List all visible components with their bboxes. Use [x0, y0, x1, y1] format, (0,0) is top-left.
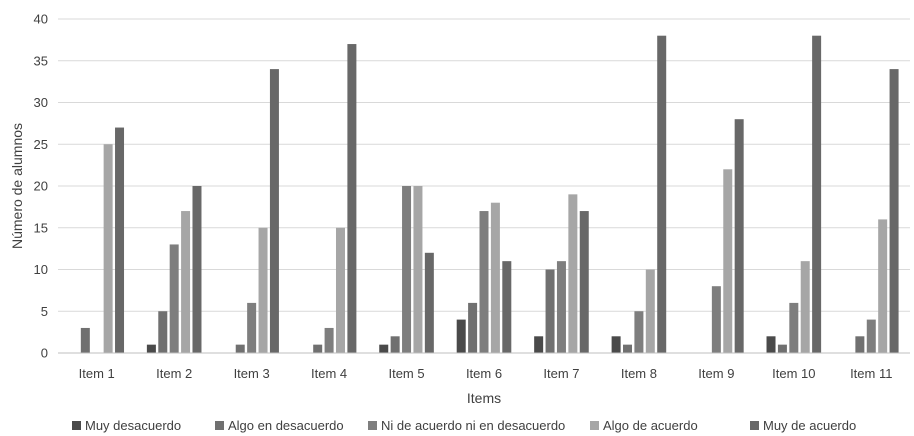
x-tick-label: Item 2	[156, 366, 192, 381]
bar	[645, 269, 655, 353]
bar	[379, 344, 389, 353]
bar	[534, 336, 544, 353]
bar	[611, 336, 621, 353]
bar	[424, 252, 434, 353]
bar	[657, 35, 667, 353]
bar	[313, 344, 323, 353]
bar	[800, 261, 810, 353]
legend-label: Algo en desacuerdo	[228, 418, 344, 433]
y-tick-label: 35	[34, 53, 48, 68]
bar	[878, 219, 888, 353]
legend: Muy desacuerdo Algo en desacuerdo Ni de ac…	[72, 418, 856, 433]
bar	[324, 327, 334, 353]
x-axis-ticks: Item 1 Item 2 Item 3 Item 4 Item 5 Item 6 Item…	[79, 366, 893, 381]
bar	[235, 344, 245, 353]
bar	[247, 302, 257, 353]
x-tick-label: Item 3	[234, 366, 270, 381]
bar	[634, 311, 644, 353]
y-tick-label: 30	[34, 95, 48, 110]
bar	[258, 227, 268, 353]
x-tick-label: Item 5	[388, 366, 424, 381]
y-tick-label: 15	[34, 220, 48, 235]
bar	[335, 227, 345, 353]
bar	[80, 327, 90, 353]
legend-label: Muy desacuerdo	[85, 418, 181, 433]
y-tick-label: 0	[41, 346, 48, 361]
y-tick-label: 40	[34, 12, 48, 27]
bar	[146, 344, 156, 353]
bar	[158, 311, 168, 353]
bar	[115, 127, 125, 353]
bar	[181, 211, 191, 353]
bar	[103, 144, 113, 353]
legend-label: Algo de acuerdo	[603, 418, 698, 433]
x-tick-label: Item 10	[772, 366, 815, 381]
legend-swatch	[368, 421, 377, 430]
x-tick-label: Item 4	[311, 366, 347, 381]
bar	[169, 244, 179, 353]
bar	[479, 211, 489, 353]
bar	[502, 261, 512, 353]
x-tick-label: Item 7	[543, 366, 579, 381]
bar	[789, 302, 799, 353]
bar	[889, 69, 899, 353]
bar	[192, 186, 202, 353]
y-tick-label: 10	[34, 262, 48, 277]
bar	[568, 194, 578, 353]
bar	[413, 186, 423, 353]
legend-swatch	[590, 421, 599, 430]
bar	[766, 336, 776, 353]
legend-swatch	[215, 421, 224, 430]
y-tick-label: 20	[34, 179, 48, 194]
bar	[812, 35, 822, 353]
bar	[468, 302, 478, 353]
bar	[347, 44, 357, 354]
legend-swatch	[750, 421, 759, 430]
bar	[777, 344, 787, 353]
x-tick-label: Item 11	[850, 366, 892, 381]
bar	[402, 186, 412, 353]
bar	[711, 286, 721, 353]
y-tick-label: 5	[41, 304, 48, 319]
x-tick-label: Item 6	[466, 366, 502, 381]
bar	[456, 319, 466, 353]
x-axis-title: Items	[467, 390, 501, 406]
bar	[545, 269, 555, 353]
bar	[556, 261, 566, 353]
bar	[269, 69, 279, 353]
y-axis-ticks: 0 5 10 15 20 25 30 35 40	[34, 12, 48, 361]
bars	[80, 35, 899, 354]
bar	[390, 336, 400, 353]
y-axis-title: Número de alumnos	[9, 123, 25, 249]
x-tick-label: Item 8	[621, 366, 657, 381]
bar	[579, 211, 589, 353]
legend-label: Ni de acuerdo ni en desacuerdo	[381, 418, 565, 433]
bar	[866, 319, 876, 353]
legend-label: Muy de acuerdo	[763, 418, 856, 433]
bar	[490, 202, 500, 353]
legend-swatch	[72, 421, 81, 430]
x-tick-label: Item 1	[79, 366, 115, 381]
y-tick-label: 25	[34, 137, 48, 152]
bar	[723, 169, 733, 353]
x-tick-label: Item 9	[698, 366, 734, 381]
bar	[623, 344, 633, 353]
bar	[734, 119, 744, 353]
bar	[855, 336, 865, 353]
